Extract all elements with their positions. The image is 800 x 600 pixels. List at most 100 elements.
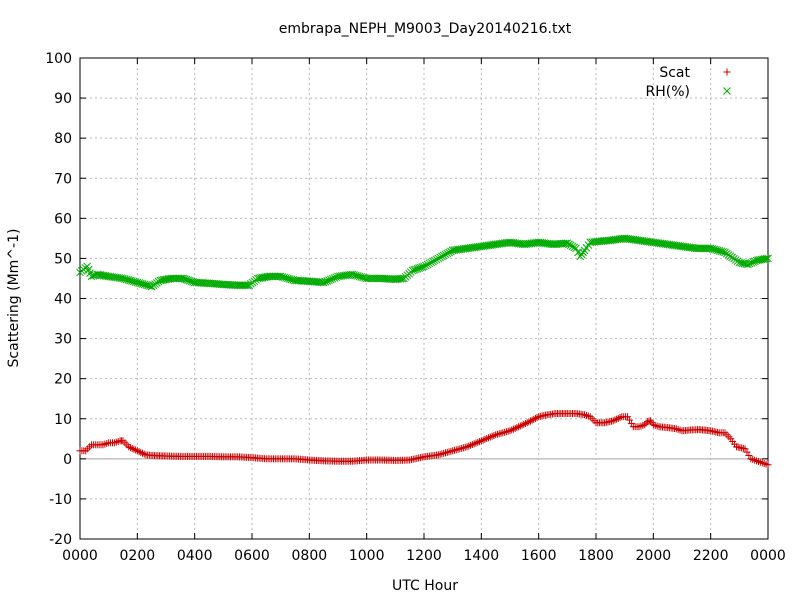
- legend-marker: [723, 87, 731, 95]
- data-point: [445, 448, 453, 456]
- y-axis-label: Scattering (Mm^-1): [6, 229, 22, 368]
- data-point: [114, 437, 122, 445]
- data-point: [701, 244, 710, 253]
- data-point: [490, 432, 498, 440]
- grid: [80, 58, 768, 539]
- data-point: [743, 448, 751, 456]
- data-point: [506, 427, 514, 435]
- data-point: [625, 416, 633, 424]
- data-point: [509, 425, 517, 433]
- y-tick-label: 80: [54, 131, 72, 147]
- data-point: [762, 254, 771, 263]
- data-point: [764, 461, 772, 469]
- data-point: [502, 428, 510, 436]
- y-tick-label: 0: [63, 452, 72, 468]
- data-point: [438, 252, 446, 261]
- data-point: [429, 257, 437, 266]
- x-tick-label: 0200: [120, 548, 156, 564]
- data-point: [454, 445, 462, 453]
- data-point: [132, 446, 140, 454]
- data-point: [745, 451, 753, 459]
- data-point: [476, 438, 484, 446]
- y-tick-label: 60: [54, 211, 72, 227]
- data-point: [436, 253, 444, 262]
- data-point: [425, 259, 434, 268]
- data-point: [468, 441, 476, 449]
- series-scat: [76, 410, 772, 469]
- data-point: [130, 445, 138, 453]
- x-tick-label: 1000: [349, 548, 385, 564]
- data-point: [441, 250, 450, 259]
- axes: -20 -10 0 10 20 30 40 50 60 70 80 90 100 0000 0200 0400…: [45, 51, 786, 564]
- y-tick-label: 20: [54, 372, 72, 388]
- data-point: [520, 420, 528, 428]
- y-tick-label: 40: [54, 292, 72, 308]
- data-point: [641, 421, 649, 429]
- data-point: [456, 445, 464, 453]
- data-point: [126, 444, 134, 452]
- y-tick-label: -20: [49, 532, 72, 548]
- data-point: [138, 449, 146, 457]
- data-point: [465, 442, 473, 450]
- data-point: [112, 438, 120, 446]
- x-tick-label: 1800: [578, 548, 614, 564]
- data-point: [420, 262, 428, 271]
- data-point: [463, 443, 471, 451]
- data-point: [449, 447, 457, 455]
- data-point: [436, 450, 444, 458]
- data-point: [516, 422, 524, 430]
- data-point: [137, 448, 145, 456]
- data-point: [421, 261, 430, 270]
- x-tick-label: 0400: [177, 548, 213, 564]
- y-tick-label: -10: [49, 492, 72, 508]
- x-tick-label: 0000: [62, 548, 98, 564]
- data-point: [362, 274, 371, 283]
- data-point: [369, 274, 378, 283]
- data-point: [526, 417, 534, 425]
- data-point: [493, 430, 501, 438]
- data-point: [486, 433, 494, 441]
- data-point: [696, 244, 704, 253]
- data-point: [440, 449, 448, 457]
- x-tick-label: 0000: [750, 548, 786, 564]
- data-point: [692, 244, 701, 253]
- data-point: [694, 244, 702, 253]
- data-point: [521, 420, 529, 428]
- data-point: [364, 274, 373, 283]
- data-point: [497, 429, 505, 437]
- data-point: [515, 423, 523, 431]
- data-point: [674, 425, 682, 433]
- y-tick-label: 50: [54, 251, 72, 267]
- data-point: [504, 427, 512, 435]
- y-tick-label: 30: [54, 332, 72, 348]
- data-point: [133, 447, 141, 455]
- data-point: [434, 254, 443, 263]
- data-point: [427, 258, 436, 267]
- data-point: [511, 424, 519, 432]
- x-tick-label: 0800: [292, 548, 328, 564]
- data-point: [442, 449, 449, 457]
- data-point: [614, 414, 622, 422]
- data-point: [616, 414, 624, 422]
- y-tick-label: 100: [45, 51, 72, 67]
- data-point: [530, 415, 538, 423]
- data-point: [242, 281, 250, 290]
- data-point: [508, 426, 516, 434]
- data-point: [445, 248, 453, 257]
- data-point: [438, 450, 446, 458]
- data-point: [447, 447, 455, 455]
- data-point: [481, 435, 489, 443]
- legend-marker: [723, 68, 731, 76]
- legend: Scat RH(%): [646, 65, 731, 100]
- data-point: [518, 421, 526, 429]
- x-tick-label: 0600: [234, 548, 270, 564]
- data-point: [470, 440, 478, 448]
- data-point: [495, 430, 503, 438]
- data-point: [609, 417, 617, 425]
- data-point: [699, 244, 708, 253]
- data-point: [501, 428, 509, 436]
- data-point: [613, 415, 621, 423]
- data-point: [488, 432, 496, 440]
- y-tick-label: 90: [54, 91, 72, 107]
- data-point: [366, 274, 375, 283]
